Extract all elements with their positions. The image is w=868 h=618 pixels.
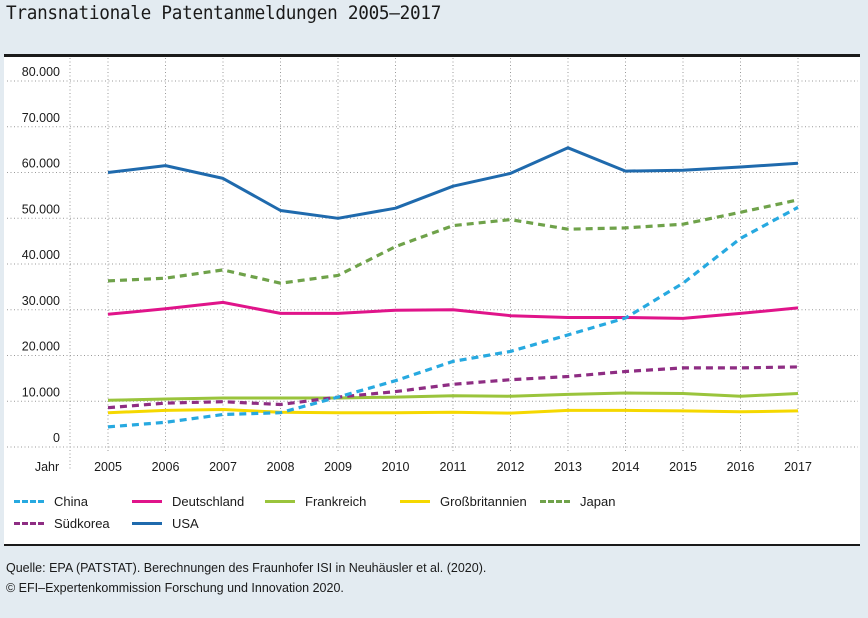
legend-item: Großbritannien bbox=[400, 494, 527, 509]
legend-item: China bbox=[14, 494, 88, 509]
y-tick-label: 50.000 bbox=[22, 202, 60, 216]
chart-panel bbox=[4, 54, 860, 546]
x-tick-label: 2011 bbox=[440, 460, 467, 474]
x-tick-label: 2013 bbox=[554, 460, 582, 474]
legend-item: Deutschland bbox=[132, 494, 244, 509]
y-axis-ticks: 0 10.000 20.000 30.000 40.000 50.000 60.000 70.… bbox=[22, 65, 60, 445]
y-tick-label: 30.000 bbox=[22, 294, 60, 308]
legend-swatch bbox=[540, 500, 570, 503]
legend-item: Südkorea bbox=[14, 516, 110, 531]
y-tick-label: 0 bbox=[53, 431, 60, 445]
legend-item: Japan bbox=[540, 494, 615, 509]
legend-label: Frankreich bbox=[305, 494, 367, 509]
x-tick-label: 2009 bbox=[324, 460, 352, 474]
x-tick-label: 2006 bbox=[152, 460, 180, 474]
y-tick-label: 40.000 bbox=[22, 248, 60, 262]
x-tick-label: 2007 bbox=[209, 460, 237, 474]
legend-label: Japan bbox=[580, 494, 616, 509]
legend-item: USA bbox=[132, 516, 199, 531]
legend-swatch bbox=[400, 500, 430, 503]
x-axis-label: Jahr bbox=[35, 460, 59, 474]
grid bbox=[7, 58, 858, 470]
legend-swatch bbox=[14, 522, 44, 525]
y-tick-label: 10.000 bbox=[22, 385, 60, 399]
x-tick-label: 2015 bbox=[669, 460, 697, 474]
y-tick-label: 80.000 bbox=[22, 65, 60, 79]
series-line-gro-britannien bbox=[107, 408, 799, 415]
legend-swatch bbox=[132, 522, 162, 525]
x-tick-label: 2017 bbox=[784, 460, 812, 474]
copyright-note: © EFI–Expertenkommission Forschung und I… bbox=[6, 581, 344, 595]
y-tick-label: 20.000 bbox=[22, 340, 60, 354]
source-note: Quelle: EPA (PATSTAT). Berechnungen des … bbox=[6, 561, 487, 575]
legend-swatch bbox=[132, 500, 162, 503]
legend-label: USA bbox=[172, 516, 199, 531]
legend-label: China bbox=[54, 494, 88, 509]
legend-label: Südkorea bbox=[54, 516, 110, 531]
x-axis-ticks: 2005 2006 2007 2008 2009 2010 2011 2012 2013 2014… bbox=[94, 460, 812, 474]
x-tick-label: 2016 bbox=[727, 460, 755, 474]
chart-title: Transnationale Patentanmeldungen 2005–20… bbox=[6, 2, 442, 24]
series-line-s-dkorea bbox=[107, 365, 799, 410]
series-line-china bbox=[107, 205, 799, 429]
x-tick-label: 2010 bbox=[382, 460, 410, 474]
series-line-frankreich bbox=[107, 391, 799, 402]
x-tick-label: 2012 bbox=[497, 460, 525, 474]
legend-label: Deutschland bbox=[172, 494, 245, 509]
y-tick-label: 70.000 bbox=[22, 111, 60, 125]
legend-item: Frankreich bbox=[265, 494, 366, 509]
y-tick-label: 60.000 bbox=[22, 157, 60, 171]
x-tick-label: 2005 bbox=[94, 460, 122, 474]
legend-label: Großbritannien bbox=[440, 494, 527, 509]
x-tick-label: 2008 bbox=[267, 460, 295, 474]
x-tick-label: 2014 bbox=[612, 460, 640, 474]
footer: Quelle: EPA (PATSTAT). Berechnungen des … bbox=[6, 558, 486, 598]
legend-swatch bbox=[265, 500, 295, 503]
series-line-deutschland bbox=[107, 300, 799, 320]
legend-swatch bbox=[14, 500, 44, 503]
series-lines bbox=[107, 146, 799, 429]
series-line-usa bbox=[107, 146, 799, 220]
